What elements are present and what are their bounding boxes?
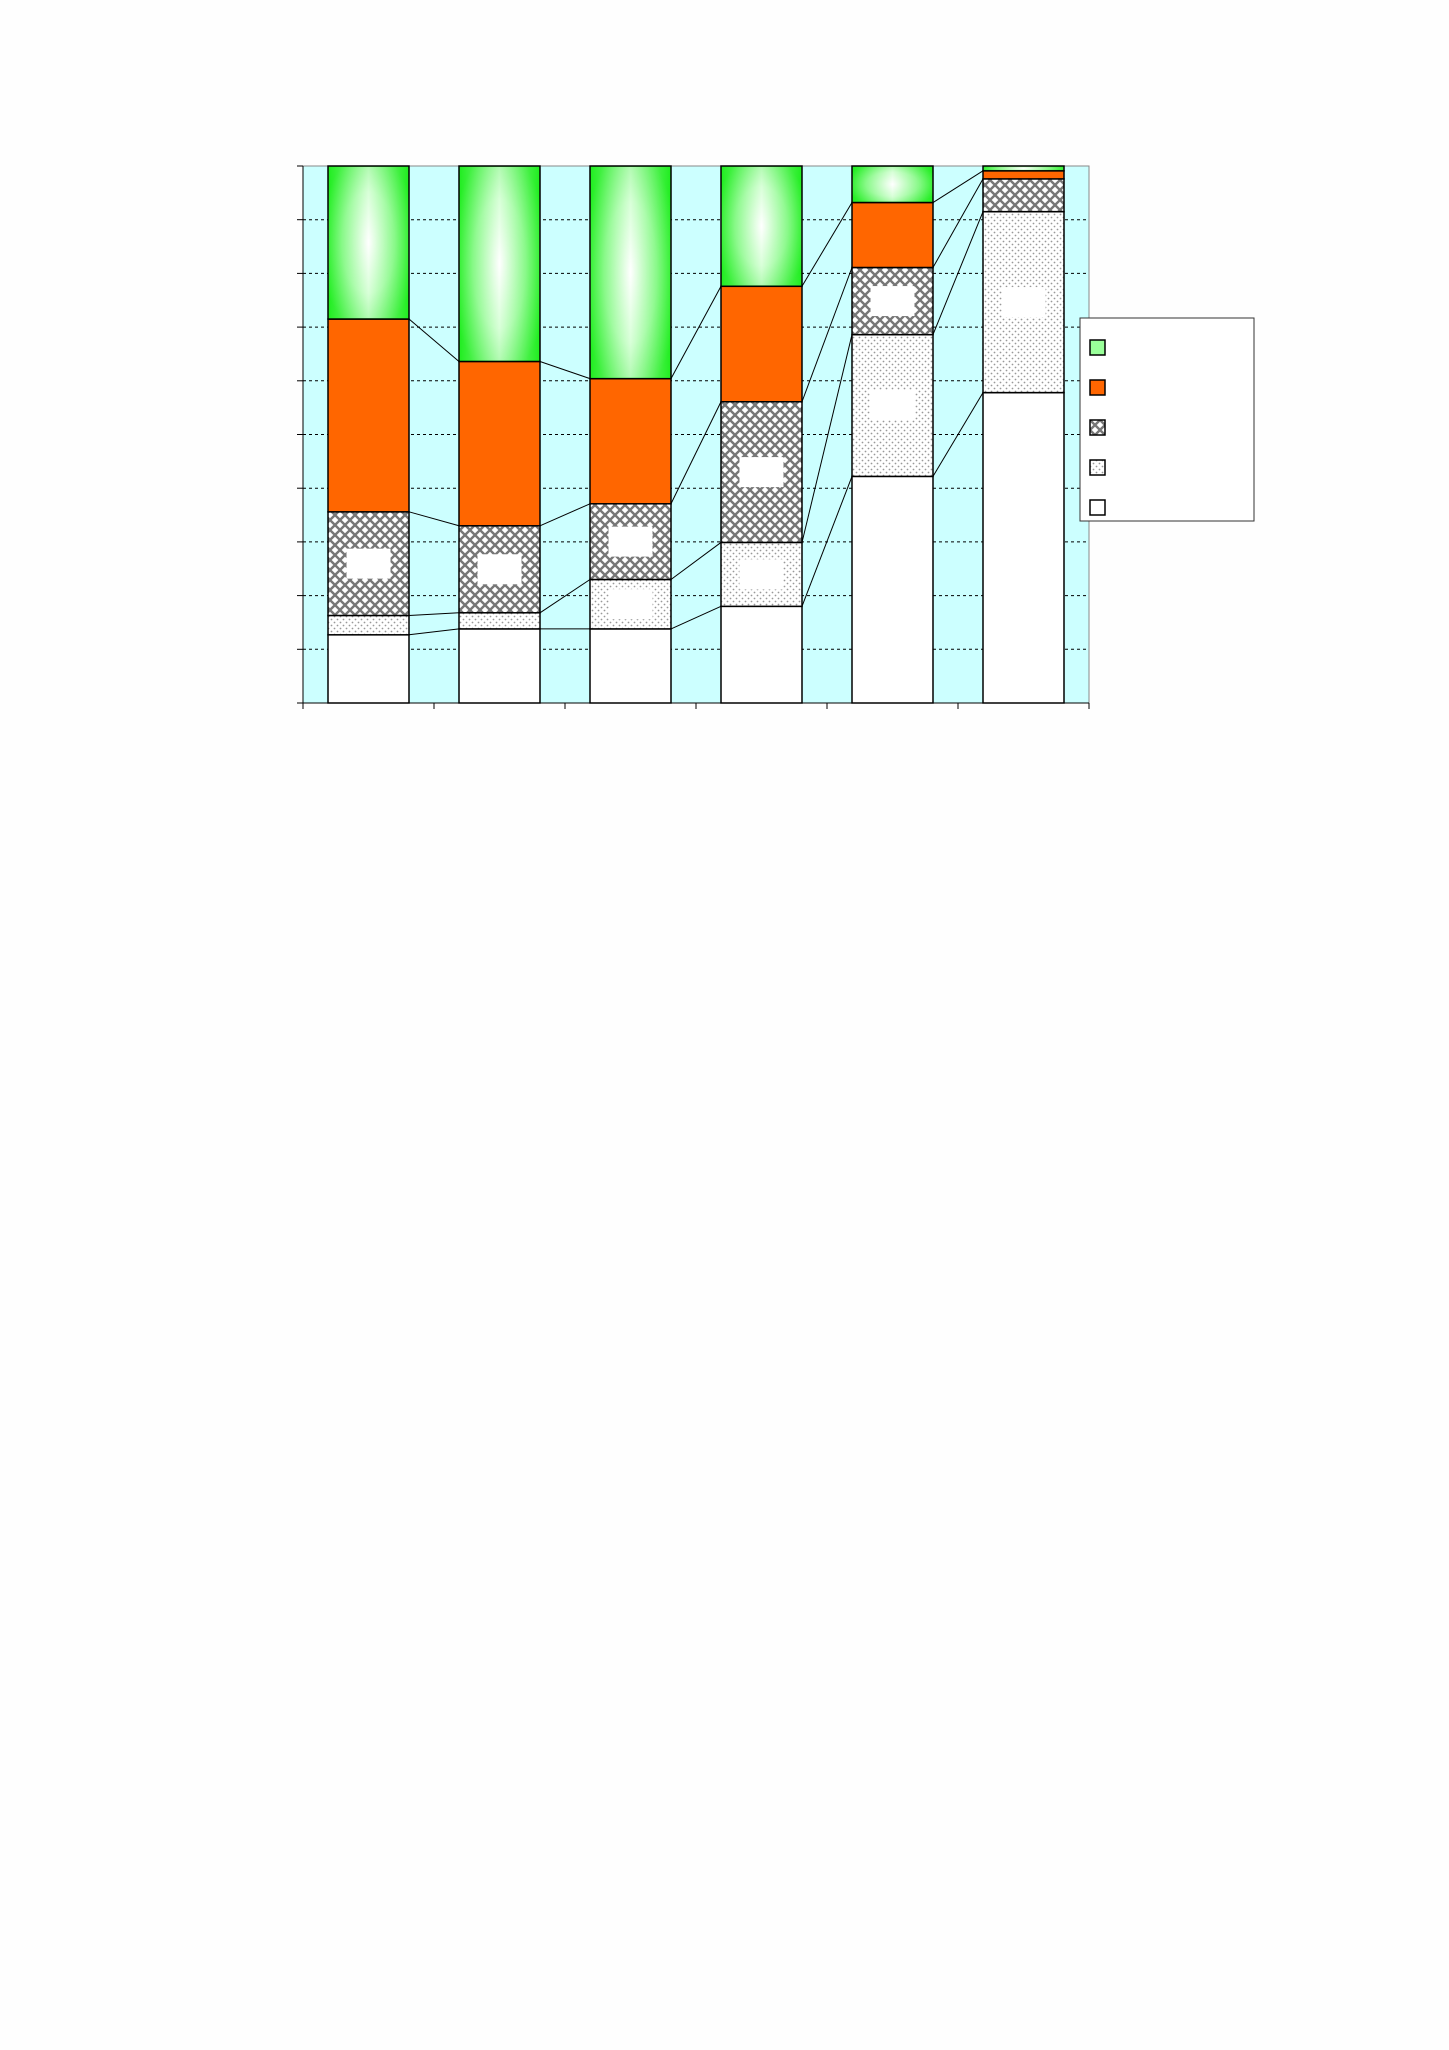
data-label-box bbox=[608, 589, 653, 620]
series-line bbox=[408, 612, 460, 616]
bar-segment-shine bbox=[329, 167, 408, 319]
series-line bbox=[932, 211, 984, 335]
series-line bbox=[801, 267, 853, 402]
data-label-box bbox=[477, 554, 522, 585]
data-label-box bbox=[739, 559, 784, 590]
series-line bbox=[932, 178, 984, 268]
series-connector-lines bbox=[408, 170, 984, 636]
series-line bbox=[801, 476, 853, 607]
series-line bbox=[670, 401, 722, 504]
series-line bbox=[408, 318, 460, 362]
data-label-box bbox=[346, 548, 391, 579]
bar-segment-shine bbox=[984, 167, 1063, 170]
series-line bbox=[408, 511, 460, 527]
bar-segment-shine bbox=[722, 167, 801, 286]
legend-box bbox=[1079, 317, 1255, 522]
bar-segment-shine bbox=[591, 167, 670, 378]
series-line bbox=[801, 202, 853, 287]
series-line bbox=[670, 286, 722, 379]
bar-segment-shine bbox=[853, 167, 932, 202]
bars bbox=[327, 165, 1065, 704]
bar-segment bbox=[458, 360, 541, 527]
series-line bbox=[408, 628, 460, 636]
series-line bbox=[932, 392, 984, 477]
bar-segment bbox=[327, 318, 410, 513]
series-line bbox=[801, 334, 853, 543]
legend-swatch bbox=[1089, 419, 1106, 436]
bar-segment bbox=[720, 605, 803, 704]
series-line bbox=[932, 170, 984, 203]
series-line bbox=[670, 542, 722, 580]
data-label-box bbox=[1001, 287, 1046, 318]
data-label-box bbox=[608, 526, 653, 557]
bar-segment bbox=[982, 170, 1065, 180]
legend-swatch bbox=[1089, 499, 1106, 516]
bar-segment bbox=[458, 612, 541, 630]
data-label-box bbox=[739, 457, 784, 488]
bar-segment bbox=[982, 178, 1065, 213]
legend-swatch bbox=[1089, 459, 1106, 476]
bar-segment bbox=[589, 377, 672, 505]
series-line bbox=[539, 503, 591, 527]
bar-segment bbox=[458, 628, 541, 704]
data-label-box bbox=[870, 390, 915, 421]
bar-segment bbox=[720, 285, 803, 403]
plot-area bbox=[302, 165, 1090, 704]
bar-segment bbox=[327, 634, 410, 704]
axes bbox=[297, 165, 1090, 709]
bar-segment bbox=[851, 475, 934, 704]
data-label-box bbox=[870, 286, 915, 317]
series-line bbox=[539, 360, 591, 380]
bar-segment bbox=[327, 614, 410, 636]
legend-swatch bbox=[1089, 379, 1106, 396]
bar-segment bbox=[589, 503, 672, 581]
bar-segment bbox=[589, 628, 672, 704]
bar-segment bbox=[982, 391, 1065, 704]
bar-segment-shine bbox=[460, 167, 539, 361]
legend-swatch bbox=[1089, 339, 1106, 356]
series-line bbox=[670, 605, 722, 630]
legend bbox=[1079, 317, 1255, 522]
series-line bbox=[539, 579, 591, 614]
bar-segment bbox=[851, 201, 934, 269]
